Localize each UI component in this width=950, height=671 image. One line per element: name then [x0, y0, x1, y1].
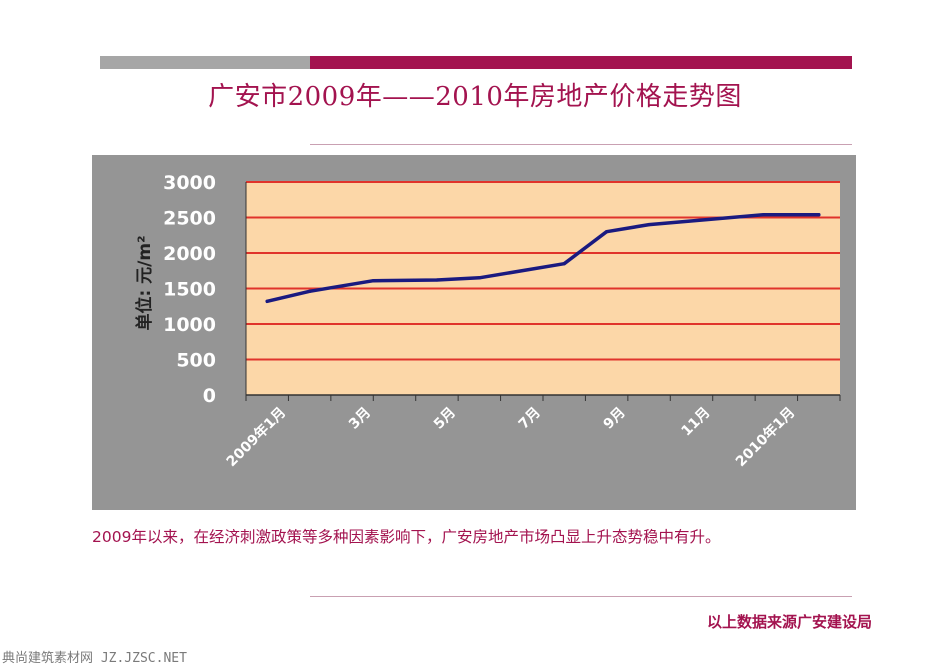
data-point-5	[562, 262, 566, 266]
series-group	[265, 212, 821, 304]
x-axis-ticks	[245, 395, 841, 401]
y-tick-label-2000: 2000	[163, 243, 216, 265]
data-point-8	[762, 213, 766, 217]
header-accent-gray-bar	[100, 56, 310, 69]
watermark-text: 典尚建筑素材网 JZ.JZSC.NET	[2, 651, 187, 666]
data-point-1	[308, 289, 312, 293]
y-tick-label-3000: 3000	[163, 172, 216, 194]
data-point-0	[265, 299, 269, 303]
data-source-note: 以上数据来源广安建设局	[706, 613, 872, 631]
footer-rule	[310, 596, 852, 597]
data-point-6	[605, 230, 609, 234]
data-point-3	[435, 278, 439, 282]
data-point-4	[477, 276, 481, 280]
y-tick-labels: 0 500 1000 1500 2000 2500 3000	[163, 172, 216, 407]
y-tick-label-500: 500	[176, 350, 216, 372]
description-text: 2009年以来，在经济刺激政策等多种因素影响下，广安房地产市场凸显上升态势稳中有…	[92, 528, 721, 546]
series-line-0	[265, 212, 821, 304]
y-axis-label: 单位: 元/m²	[134, 235, 155, 330]
y-tick-label-1500: 1500	[163, 279, 216, 301]
data-point-9	[817, 213, 821, 217]
page-title: 广安市2009年——2010年房地产价格走势图	[208, 82, 742, 112]
price-trend-chart: 0 500 1000 1500 2000 2500 3000 2009年1月 3月 5月 7月 9月…	[92, 155, 856, 510]
header-accent-red-bar	[310, 56, 852, 69]
y-tick-label-0: 0	[203, 385, 216, 407]
y-tick-label-1000: 1000	[163, 314, 216, 336]
title-underline	[310, 144, 852, 145]
data-point-7	[647, 223, 651, 227]
data-point-2	[371, 279, 375, 283]
y-tick-label-2500: 2500	[163, 208, 216, 230]
